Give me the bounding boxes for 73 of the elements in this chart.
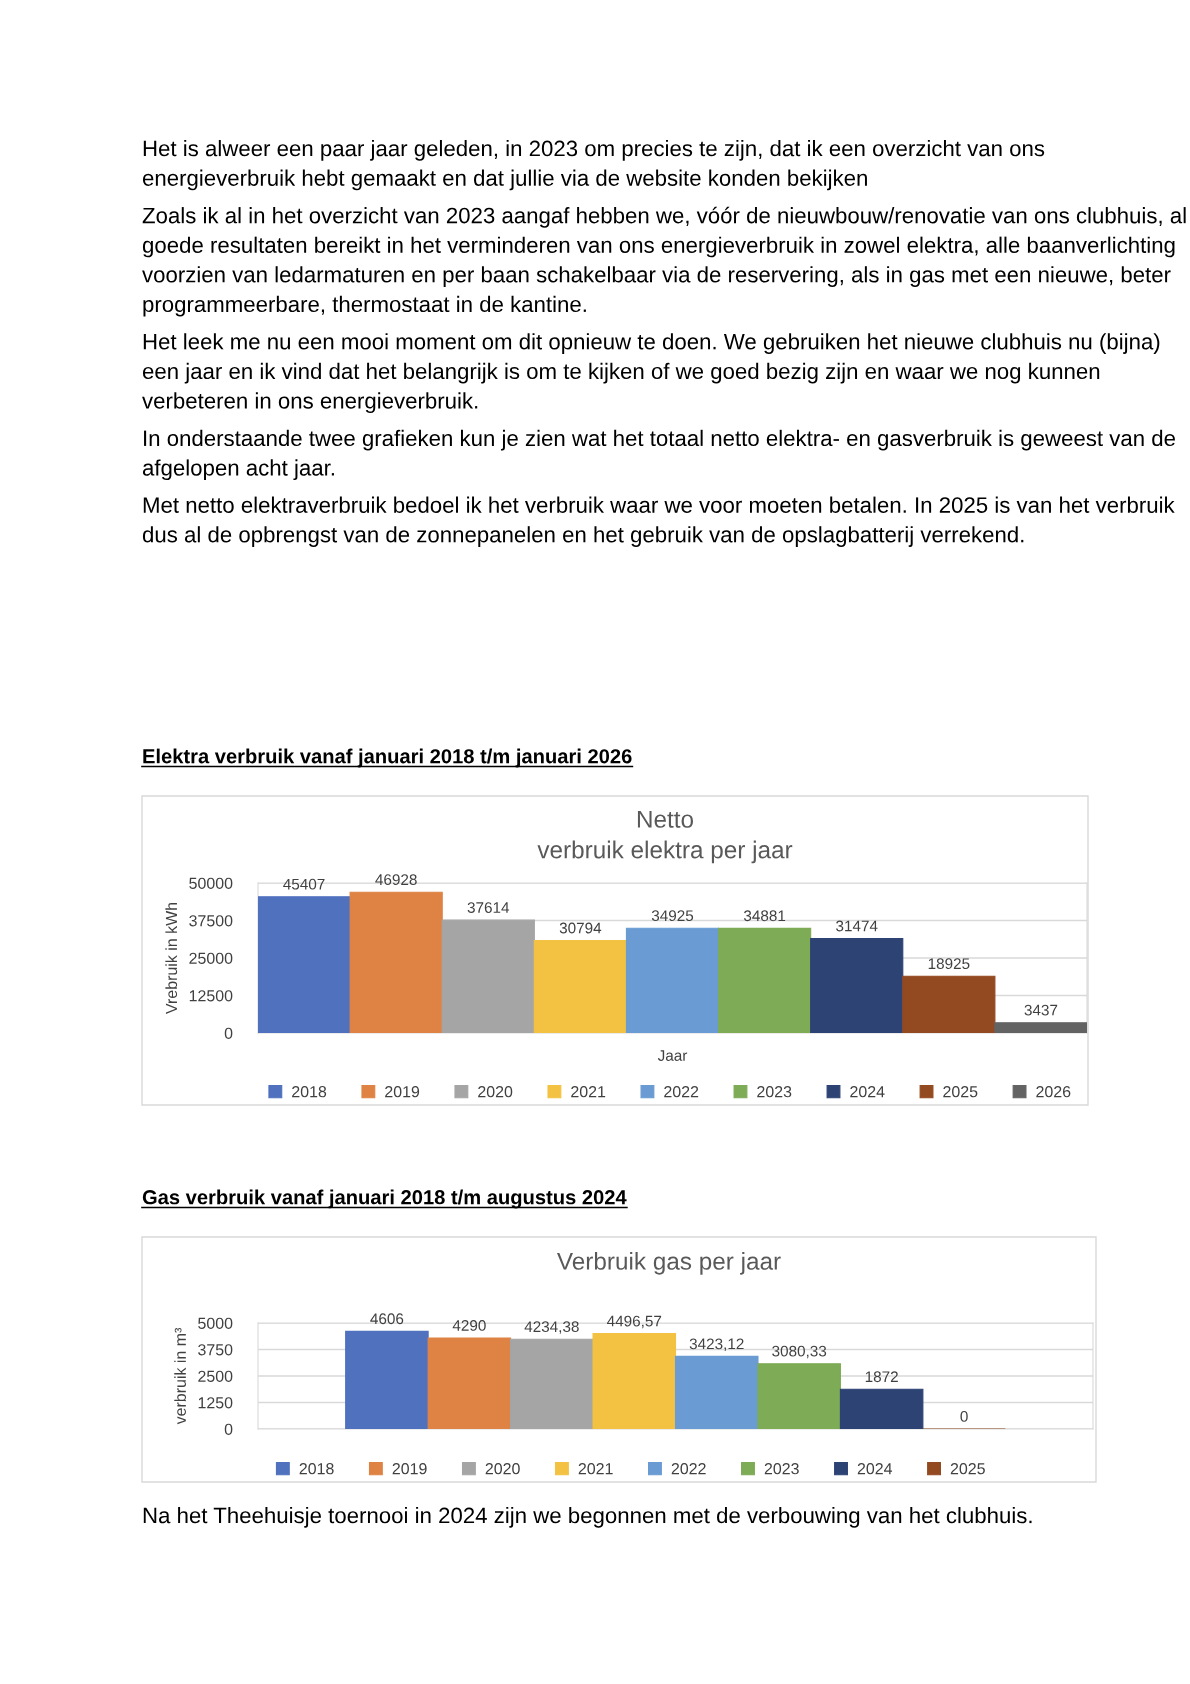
data-label: 3080,33 [772, 1345, 827, 1359]
data-label: 3437 [1024, 1004, 1058, 1016]
legend-label: 2019 [392, 1463, 427, 1475]
bar [349, 891, 443, 1033]
legend-label: 2024 [850, 1086, 885, 1098]
legend-label: 2024 [857, 1463, 893, 1475]
legend-label: 2020 [478, 1086, 513, 1098]
legend-label: 2023 [764, 1463, 799, 1475]
legend-label: 2025 [943, 1086, 978, 1098]
data-label: 4496,57 [607, 1315, 662, 1329]
legend-label: 2018 [299, 1463, 334, 1475]
text: Met netto elektraverbruik bedoel ik het verbruik waar we voor moeten betalen. In 2025 is van het verbruik dus al de opbrengst van de zonnepanelen en het gebruik van de opslagbatterij verrekend. [142, 496, 1175, 547]
data-label: 4234,38 [524, 1321, 579, 1334]
bar [994, 1022, 1087, 1033]
bar [674, 1355, 759, 1429]
text: Na het Theehuisje toernooi in 2024 zijn we begonnen met de verbouwing van het clubhuis. [143, 1507, 1032, 1528]
data-label: 18925 [928, 958, 970, 970]
y-tick-label: 37500 [189, 915, 233, 927]
legend-label: 2020 [485, 1463, 520, 1475]
y-tick-label: 0 [224, 1027, 233, 1039]
data-label: 4606 [370, 1313, 404, 1325]
data-label: 3423,12 [689, 1338, 744, 1352]
y-axis-title: verbruik in m³ [174, 1327, 186, 1425]
legend-label: 2019 [385, 1086, 420, 1098]
bar [345, 1330, 429, 1429]
bar [810, 938, 904, 1033]
text: Het is alweer een paar jaar geleden, in 2023 om precies te zijn, dat ik een overzicht van ons energieverbruik hebt gemaakt en dat jullie via de website konden bekijken [142, 140, 1045, 191]
y-tick-label: 25000 [189, 952, 233, 964]
y-tick-label: 1250 [198, 1397, 233, 1409]
bar [533, 940, 627, 1033]
legend-label: 2025 [950, 1463, 985, 1475]
text: Zoals ik al in het overzicht van 2023 aangaf hebben we, vóór de nieuwbouw/renovatie van ons clubhuis, al goede resultaten bereikt in het verminderen van ons energieverbruik in zowel elektra, alle baanverlichting voorzien van ledarmaturen en per baan schakelbaar via de reservering, als in gas met een nieuwe, beter programmeerbare, thermostaat in de kantine. [142, 206, 1186, 317]
x-axis-title: Jaar [657, 1050, 688, 1061]
legend-label: 2021 [578, 1463, 613, 1475]
legend-label: 2018 [292, 1086, 327, 1098]
bar [625, 927, 720, 1033]
data-label: 4290 [452, 1320, 486, 1331]
data-label: 45407 [283, 878, 325, 890]
bar [427, 1337, 512, 1429]
legend-label: 2021 [571, 1086, 606, 1098]
y-tick-label: 5000 [198, 1317, 233, 1329]
bar [441, 919, 535, 1033]
chart-subtitle: Elektra verbruik vanaf januari 2018 t/m januari 2026 [143, 748, 632, 768]
data-label: 30794 [559, 922, 602, 934]
bar [258, 896, 351, 1033]
legend-label: 2023 [757, 1086, 792, 1098]
data-label: 31474 [836, 920, 878, 932]
data-label: 37614 [467, 902, 510, 913]
legend-label: 2022 [671, 1463, 706, 1475]
legend-label: 2022 [664, 1086, 699, 1098]
y-tick-label: 12500 [189, 990, 233, 1002]
data-label: 0 [960, 1410, 968, 1422]
bar [510, 1338, 594, 1429]
bar [592, 1333, 677, 1429]
bar [839, 1388, 924, 1429]
y-tick-label: 50000 [189, 877, 233, 889]
data-label: 46928 [375, 874, 417, 886]
y-tick-label: 3750 [198, 1344, 233, 1356]
y-tick-label: 2500 [198, 1370, 233, 1382]
text: Het leek me nu een mooi moment om dit opnieuw te doen. We gebruiken het nieuwe clubhuis nu (bijna) een jaar en ik vind dat het belangrijk is om te kijken of we goed bezig zijn en waar we nog kunnen verbeteren in ons energieverbruik. [142, 333, 1160, 414]
bar [757, 1363, 841, 1429]
data-label: 34925 [651, 910, 694, 922]
data-label: 1872 [865, 1371, 898, 1383]
y-tick-label: 0 [224, 1423, 233, 1435]
chart-title: Verbruik gas per jaar [556, 1252, 781, 1275]
bar [902, 975, 996, 1033]
y-axis-title: Vrebruik in kWh [165, 902, 178, 1014]
legend-label: 2026 [1036, 1086, 1071, 1098]
text: In onderstaande twee grafieken kun je zien wat het totaal netto elektra- en gasverbruik is geweest van de afgelopen acht jaar. [142, 429, 1175, 481]
chart-subtitle: Gas verbruik vanaf januari 2018 t/m augustus 2024 [142, 1189, 627, 1209]
data-label: 34881 [743, 910, 786, 922]
chart-title: Netto verbruik elektra per jaar [537, 810, 793, 864]
bar [718, 927, 812, 1033]
